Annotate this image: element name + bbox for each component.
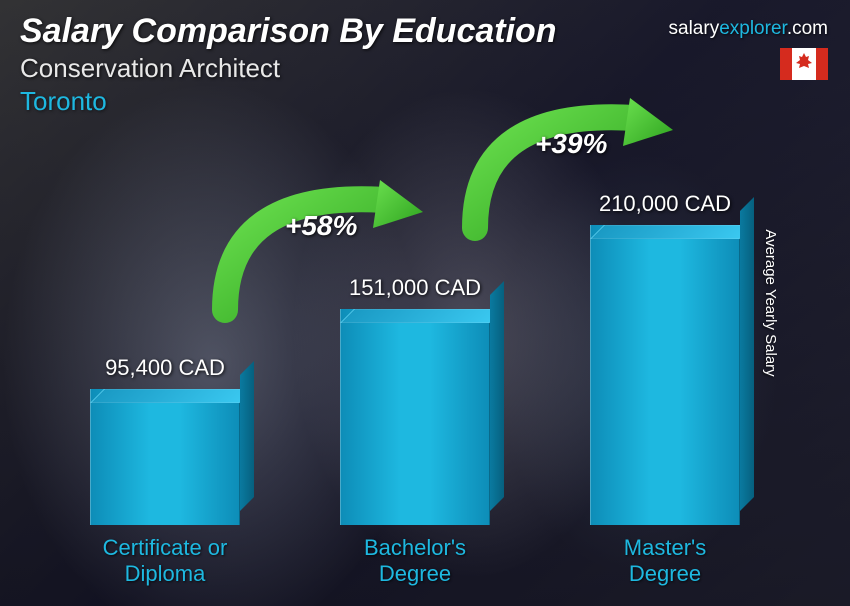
bar-group: 151,000 CAD Bachelor'sDegree <box>305 275 525 586</box>
chart-subtitle: Conservation Architect <box>20 53 830 84</box>
canada-flag-icon <box>780 48 828 80</box>
bar-3d <box>590 225 740 525</box>
bar-group: 95,400 CAD Certificate orDiploma <box>55 355 275 586</box>
bar-chart: 95,400 CAD Certificate orDiploma 151,000 C… <box>40 140 790 586</box>
bar-category-label: Bachelor'sDegree <box>364 535 466 586</box>
bar-value-label: 210,000 CAD <box>599 191 731 217</box>
brand-part2: explorer <box>719 18 787 39</box>
brand-part1: salary <box>669 18 720 39</box>
brand-part3: .com <box>787 18 828 39</box>
brand-logo: salaryexplorer.com <box>669 18 828 40</box>
chart-location: Toronto <box>20 86 830 117</box>
bar-category-label: Certificate orDiploma <box>103 535 228 586</box>
bar-value-label: 95,400 CAD <box>105 355 225 381</box>
bar-3d <box>90 389 240 525</box>
bar-value-label: 151,000 CAD <box>349 275 481 301</box>
bar-group: 210,000 CAD Master'sDegree <box>555 191 775 586</box>
bar-category-label: Master'sDegree <box>624 535 706 586</box>
bar-3d <box>340 309 490 525</box>
